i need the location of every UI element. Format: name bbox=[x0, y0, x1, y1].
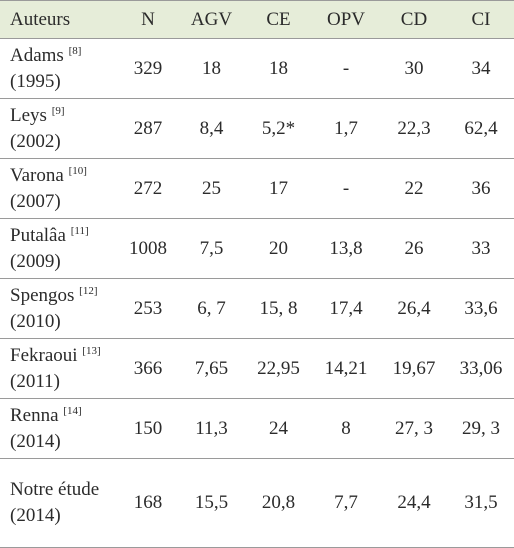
author-year: (2009) bbox=[10, 250, 61, 272]
value-cell: 14,21 bbox=[312, 338, 380, 399]
value-cell: 17 bbox=[245, 158, 312, 219]
author-name: Notre étude bbox=[10, 479, 100, 500]
reference: [11] bbox=[70, 224, 89, 237]
value-cell: 253 bbox=[118, 278, 178, 339]
value-cell: 7,7 bbox=[312, 458, 380, 548]
value-cell: 150 bbox=[118, 398, 178, 459]
author-cell: Notre étude (2014) bbox=[0, 458, 118, 548]
value-cell: 27, 3 bbox=[380, 398, 448, 459]
table-body: Adams [8] (1995) 329 18 18-30 34 Leys [9] (2002… bbox=[0, 38, 514, 548]
value-cell: 15,5 bbox=[178, 458, 245, 548]
value-cell: 29, 3 bbox=[448, 398, 514, 459]
author-name: Spengos bbox=[10, 284, 75, 306]
author-year: (2011) bbox=[10, 370, 60, 392]
value-cell: 8 bbox=[312, 398, 380, 459]
value-cell: 33,06 bbox=[448, 338, 514, 399]
author-cell: Putalâa [11] (2009) bbox=[0, 218, 118, 279]
author-cell: Varona [10] (2007) bbox=[0, 158, 118, 219]
value-cell: 168 bbox=[118, 458, 178, 548]
value-cell: 7,65 bbox=[178, 338, 245, 399]
header-row: Auteurs N AGV CE OPV CD CI bbox=[0, 0, 514, 39]
value-cell: 287 bbox=[118, 98, 178, 159]
author-cell: Adams [8] (1995) bbox=[0, 38, 118, 99]
value-cell: 11,3 bbox=[178, 398, 245, 459]
table-row: Fekraoui [13] (2011) 366 7,65 22,95 14,21 19,6… bbox=[0, 338, 514, 399]
value-cell: 17,4 bbox=[312, 278, 380, 339]
author-name: Adams bbox=[10, 44, 64, 66]
author-cell: Fekraoui [13] (2011) bbox=[0, 338, 118, 399]
table-row: Renna [14] (2014) 150 11,3 24 8 27, 3 29, 3 bbox=[0, 398, 514, 459]
value-cell: 20 bbox=[245, 218, 312, 279]
value-cell: 34 bbox=[448, 38, 514, 99]
author-name: Varona bbox=[10, 164, 64, 186]
value-cell: 26,4 bbox=[380, 278, 448, 339]
value-cell: 33 bbox=[448, 218, 514, 279]
value-cell: 36 bbox=[448, 158, 514, 219]
table-row: Leys [9] (2002) 287 8,4 5,2* 1,7 22,3 62,4 bbox=[0, 98, 514, 159]
header-cell: CE bbox=[245, 0, 312, 39]
value-cell: 366 bbox=[118, 338, 178, 399]
value-cell: 1,7 bbox=[312, 98, 380, 159]
author-cell: Spengos [12] (2010) bbox=[0, 278, 118, 339]
header-cell: CI bbox=[448, 0, 514, 39]
author-year: (2002) bbox=[10, 130, 61, 152]
value-cell: 329 bbox=[118, 38, 178, 99]
value-cell: 22,3 bbox=[380, 98, 448, 159]
author-cell: Leys [9] (2002) bbox=[0, 98, 118, 159]
author-cell: Renna [14] (2014) bbox=[0, 398, 118, 459]
header-cell: OPV bbox=[312, 0, 380, 39]
value-cell: 18 bbox=[245, 38, 312, 99]
table-row: Notre étude (2014) 168 15,5 20,8 7,7 24,4 31,5 bbox=[0, 458, 514, 548]
value-cell: 20,8 bbox=[245, 458, 312, 548]
author-year: (2007) bbox=[10, 190, 61, 212]
value-cell: 272 bbox=[118, 158, 178, 219]
value-cell: 24,4 bbox=[380, 458, 448, 548]
table-row: Putalâa [11] (2009) 1008 7,5 20 13,8 26 33 bbox=[0, 218, 514, 279]
value-cell: 22 bbox=[380, 158, 448, 219]
table-row: Adams [8] (1995) 329 18 18-30 34 bbox=[0, 38, 514, 99]
author-name: Putalâa bbox=[10, 224, 66, 246]
author-name: Renna bbox=[10, 404, 59, 426]
reference: [8] bbox=[68, 44, 82, 57]
author-year: (1995) bbox=[10, 70, 61, 92]
value-cell: 5,2* bbox=[245, 98, 312, 159]
value-cell: 15, 8 bbox=[245, 278, 312, 339]
reference: [9] bbox=[51, 104, 65, 117]
header-cell: AGV bbox=[178, 0, 245, 39]
author-year: (2014) bbox=[10, 430, 61, 452]
header-cell: CD bbox=[380, 0, 448, 39]
table-row: Spengos [12] (2010) 253 6, 7 15, 8 17,4 26,4 33… bbox=[0, 278, 514, 339]
value-cell: 22,95 bbox=[245, 338, 312, 399]
value-cell: 26 bbox=[380, 218, 448, 279]
reference: [12] bbox=[79, 284, 98, 297]
value-cell: 24 bbox=[245, 398, 312, 459]
author-year: (2014) bbox=[10, 505, 61, 526]
value-cell: - bbox=[312, 38, 380, 99]
value-cell: - bbox=[312, 158, 380, 219]
value-cell: 33,6 bbox=[448, 278, 514, 339]
value-cell: 30 bbox=[380, 38, 448, 99]
value-cell: 19,67 bbox=[380, 338, 448, 399]
value-cell: 13,8 bbox=[312, 218, 380, 279]
header-cell: N bbox=[118, 0, 178, 39]
value-cell: 6, 7 bbox=[178, 278, 245, 339]
header-cell: Auteurs bbox=[0, 0, 118, 39]
reference: [13] bbox=[82, 344, 101, 357]
table-row: Varona [10] (2007) 272 25 17-22 36 bbox=[0, 158, 514, 219]
value-cell: 31,5 bbox=[448, 458, 514, 548]
reference: [10] bbox=[68, 164, 87, 177]
value-cell: 18 bbox=[178, 38, 245, 99]
author-name: Fekraoui bbox=[10, 344, 78, 366]
author-name: Leys bbox=[10, 104, 47, 126]
value-cell: 25 bbox=[178, 158, 245, 219]
author-year: (2010) bbox=[10, 310, 61, 332]
value-cell: 62,4 bbox=[448, 98, 514, 159]
reference: [14] bbox=[63, 404, 82, 417]
value-cell: 1008 bbox=[118, 218, 178, 279]
value-cell: 7,5 bbox=[178, 218, 245, 279]
value-cell: 8,4 bbox=[178, 98, 245, 159]
